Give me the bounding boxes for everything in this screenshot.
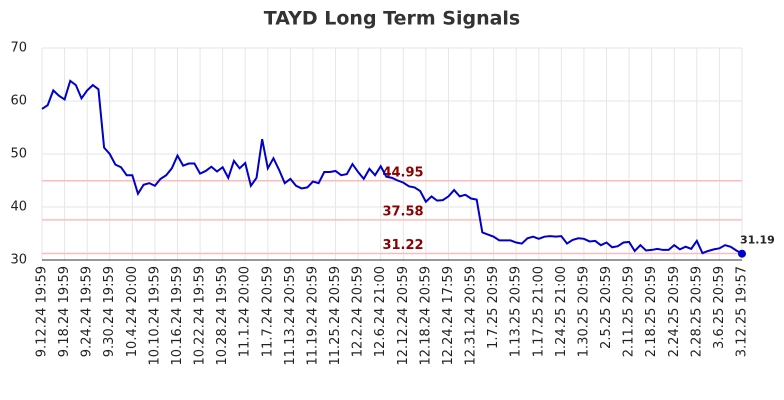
x-tick-label: 10.22.24 19:59 xyxy=(193,266,208,366)
x-tick-label: 2.28.25 20:59 xyxy=(689,266,704,357)
level-label: 37.58 xyxy=(382,204,423,219)
x-tick-label: 1.24.25 21:00 xyxy=(554,266,569,357)
last-point xyxy=(738,249,746,258)
x-tick-label: 11.13.24 20:59 xyxy=(283,266,298,366)
x-tick-label: 2.5.25 20:59 xyxy=(599,266,614,349)
x-tick-label: 3.6.25 20:59 xyxy=(712,266,727,349)
y-tick-label: 40 xyxy=(10,200,27,215)
x-tick-label: 10.10.24 19:59 xyxy=(147,266,162,366)
x-tick-label: 1.13.25 20:59 xyxy=(509,266,524,357)
x-tick-label: 2.11.25 20:59 xyxy=(622,266,637,357)
series-line xyxy=(41,79,743,255)
x-tick-label: 3.12.25 19:57 xyxy=(735,266,750,357)
y-tick-label: 50 xyxy=(10,147,27,162)
x-tick-label: 12.2.24 20:59 xyxy=(351,266,366,357)
x-tick-label: 11.7.24 20:59 xyxy=(260,266,275,357)
x-tick-label: 11.1.24 20:00 xyxy=(238,266,253,357)
x-tick-label: 9.30.24 19:59 xyxy=(102,266,117,357)
x-tick-label: 12.12.24 20:59 xyxy=(396,266,411,366)
x-tick-label: 12.6.24 21:00 xyxy=(373,266,388,357)
x-tick-label: 10.28.24 19:59 xyxy=(215,266,230,366)
x-tick-label: 1.30.25 20:59 xyxy=(576,266,591,357)
x-tick-label: 2.24.25 20:59 xyxy=(667,266,682,357)
x-tick-label: 11.25.24 20:59 xyxy=(328,266,343,366)
x-tick-label: 9.24.24 19:59 xyxy=(80,266,95,357)
level-label: 44.95 xyxy=(382,165,423,180)
x-tick-label: 12.24.24 17:59 xyxy=(441,266,456,366)
y-tick-label: 70 xyxy=(10,41,27,56)
y-tick-label: 30 xyxy=(10,253,27,268)
level-label: 31.22 xyxy=(382,238,423,253)
last-value-label: 31.19 xyxy=(740,234,775,247)
x-tick-label: 10.16.24 19:59 xyxy=(170,266,185,366)
x-tick-label: 9.12.24 19:59 xyxy=(35,266,50,357)
x-tick-label: 10.4.24 20:00 xyxy=(125,266,140,357)
x-tick-label: 11.19.24 20:59 xyxy=(305,266,320,366)
x-tick-label: 12.31.24 20:59 xyxy=(464,266,479,366)
x-tick-label: 12.18.24 20:59 xyxy=(418,266,433,366)
x-tick-label: 1.7.25 20:59 xyxy=(486,266,501,349)
x-tick-label: 2.18.25 20:59 xyxy=(644,266,659,357)
chart-title: TAYD Long Term Signals xyxy=(264,8,521,30)
y-tick-label: 60 xyxy=(10,94,27,109)
x-tick-label: 1.17.25 21:00 xyxy=(531,266,546,357)
x-tick-label: 9.18.24 19:59 xyxy=(57,266,72,357)
